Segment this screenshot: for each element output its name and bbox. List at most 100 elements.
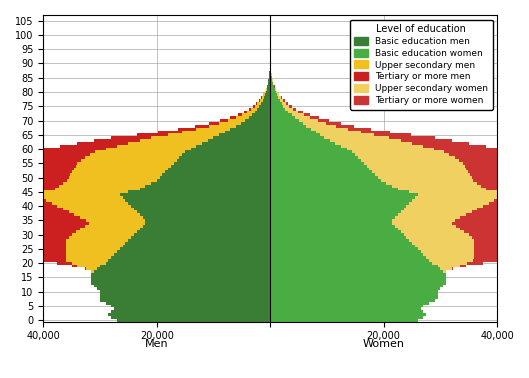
Bar: [270, 302, 429, 305]
Bar: [267, 85, 268, 88]
Bar: [392, 219, 454, 222]
Bar: [497, 191, 529, 193]
Bar: [483, 204, 529, 208]
Bar: [179, 156, 270, 159]
Bar: [106, 148, 191, 150]
Bar: [466, 213, 529, 216]
Bar: [475, 250, 528, 253]
Bar: [209, 122, 219, 125]
Bar: [219, 122, 241, 125]
Bar: [131, 204, 270, 208]
Bar: [460, 216, 529, 219]
Bar: [404, 208, 477, 211]
Bar: [306, 125, 336, 128]
Bar: [392, 185, 481, 187]
Bar: [85, 225, 142, 228]
Bar: [398, 228, 460, 230]
Bar: [252, 113, 270, 116]
Bar: [276, 91, 277, 93]
Bar: [270, 91, 276, 93]
Bar: [77, 265, 100, 268]
Bar: [92, 270, 94, 273]
Bar: [238, 113, 242, 116]
Bar: [270, 236, 406, 239]
Bar: [69, 236, 131, 239]
Bar: [421, 250, 475, 253]
Bar: [291, 113, 304, 116]
Bar: [270, 173, 375, 176]
Bar: [191, 148, 270, 150]
Bar: [452, 268, 453, 270]
Bar: [26, 253, 66, 256]
Bar: [473, 259, 499, 262]
Bar: [123, 245, 270, 248]
Bar: [94, 270, 270, 273]
Bar: [117, 145, 196, 148]
Bar: [268, 85, 270, 88]
Bar: [270, 262, 432, 265]
Bar: [75, 213, 140, 216]
Bar: [387, 182, 477, 185]
Bar: [270, 76, 272, 79]
Bar: [74, 167, 168, 170]
Bar: [406, 204, 483, 208]
Bar: [270, 165, 367, 167]
Bar: [270, 130, 316, 133]
Bar: [289, 105, 291, 108]
Bar: [123, 196, 270, 199]
Bar: [43, 259, 66, 262]
Bar: [70, 173, 162, 176]
Bar: [409, 202, 489, 204]
Bar: [481, 185, 529, 187]
Bar: [400, 139, 452, 142]
Bar: [66, 250, 117, 253]
Bar: [168, 133, 219, 136]
Bar: [66, 256, 111, 259]
Bar: [270, 73, 271, 76]
Bar: [111, 316, 270, 319]
Bar: [429, 259, 473, 262]
Bar: [235, 116, 249, 119]
Bar: [0, 230, 76, 233]
Bar: [76, 165, 171, 167]
Bar: [131, 236, 270, 239]
Bar: [129, 202, 270, 204]
Bar: [444, 150, 518, 153]
Bar: [270, 133, 320, 136]
Bar: [0, 176, 69, 179]
Bar: [284, 99, 285, 102]
Bar: [100, 299, 270, 302]
Bar: [270, 96, 278, 99]
Bar: [71, 265, 77, 268]
Bar: [1, 245, 66, 248]
Bar: [347, 148, 434, 150]
Bar: [358, 156, 454, 159]
Bar: [0, 202, 52, 204]
Bar: [270, 159, 361, 162]
Bar: [470, 173, 529, 176]
Bar: [395, 216, 460, 219]
Bar: [0, 211, 69, 213]
Bar: [270, 196, 415, 199]
Bar: [270, 113, 291, 116]
Bar: [467, 262, 483, 265]
Bar: [219, 133, 270, 136]
Bar: [111, 256, 270, 259]
Bar: [0, 162, 77, 165]
Bar: [69, 211, 137, 213]
Bar: [467, 167, 529, 170]
Bar: [423, 253, 475, 256]
Bar: [270, 145, 341, 148]
Bar: [230, 116, 235, 119]
Bar: [9, 248, 66, 250]
Bar: [273, 85, 275, 88]
Bar: [80, 216, 142, 219]
Bar: [97, 287, 270, 290]
Bar: [253, 105, 254, 108]
Bar: [185, 150, 270, 153]
Bar: [269, 71, 270, 73]
Bar: [270, 153, 355, 156]
Bar: [0, 173, 70, 176]
Bar: [202, 142, 270, 145]
Bar: [66, 259, 108, 262]
